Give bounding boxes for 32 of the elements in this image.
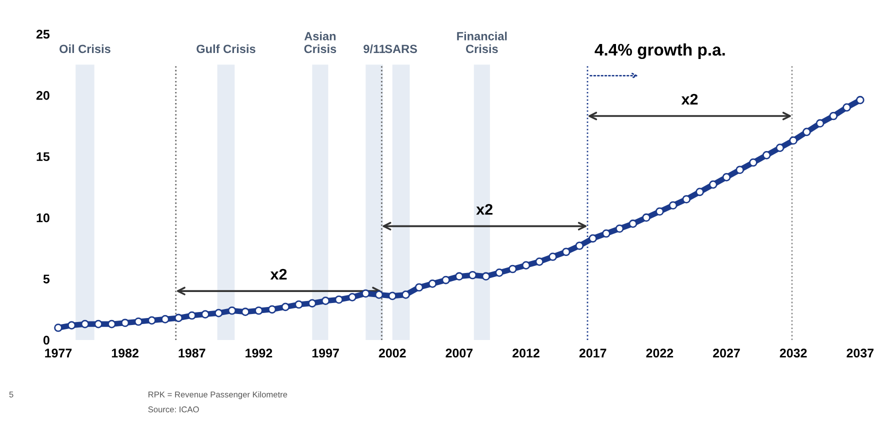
x-tick-label: 2037 xyxy=(846,348,874,358)
y-tick-label: 5 xyxy=(43,274,50,284)
annotation: x2 xyxy=(476,204,492,215)
annotation: x2 xyxy=(270,268,287,280)
x-tick-label: 2017 xyxy=(579,348,606,358)
band-label: Asian Crisis xyxy=(304,32,336,54)
band-label: Oil Crisis xyxy=(60,44,110,54)
x-tick-label: 1982 xyxy=(112,348,138,358)
y-tick-label: 25 xyxy=(36,30,50,39)
x-tick-label: 2012 xyxy=(512,348,540,358)
x-tick-label: 2002 xyxy=(378,348,406,358)
x-tick-label: 1987 xyxy=(178,348,206,358)
y-tick-label: 10 xyxy=(36,213,50,222)
band-label: 9/11 xyxy=(364,44,386,54)
y-tick-label: 0 xyxy=(43,336,50,345)
annotation: x2 xyxy=(681,94,698,105)
x-tick-label: 2022 xyxy=(646,348,674,358)
band-label: Gulf Crisis xyxy=(196,44,256,54)
x-tick-label: 1977 xyxy=(45,348,72,358)
y-tick-label: 15 xyxy=(36,152,50,162)
y-tick-label: 20 xyxy=(36,91,50,100)
x-tick-label: 2007 xyxy=(446,348,473,358)
text: 5 xyxy=(9,392,14,398)
annotation: 4.4% growth p.a. xyxy=(594,43,725,60)
x-tick-label: 2032 xyxy=(780,348,807,358)
band-label: Financial Crisis xyxy=(457,32,507,54)
source-note: Source: ICAO xyxy=(148,406,199,412)
x-tick-label: 2027 xyxy=(713,348,740,358)
x-tick-label: 1997 xyxy=(312,348,339,358)
text: RPK = Revenue Passenger Kilometre xyxy=(148,391,288,400)
band-label: SARS xyxy=(385,44,417,54)
x-tick-label: 1992 xyxy=(246,348,272,358)
